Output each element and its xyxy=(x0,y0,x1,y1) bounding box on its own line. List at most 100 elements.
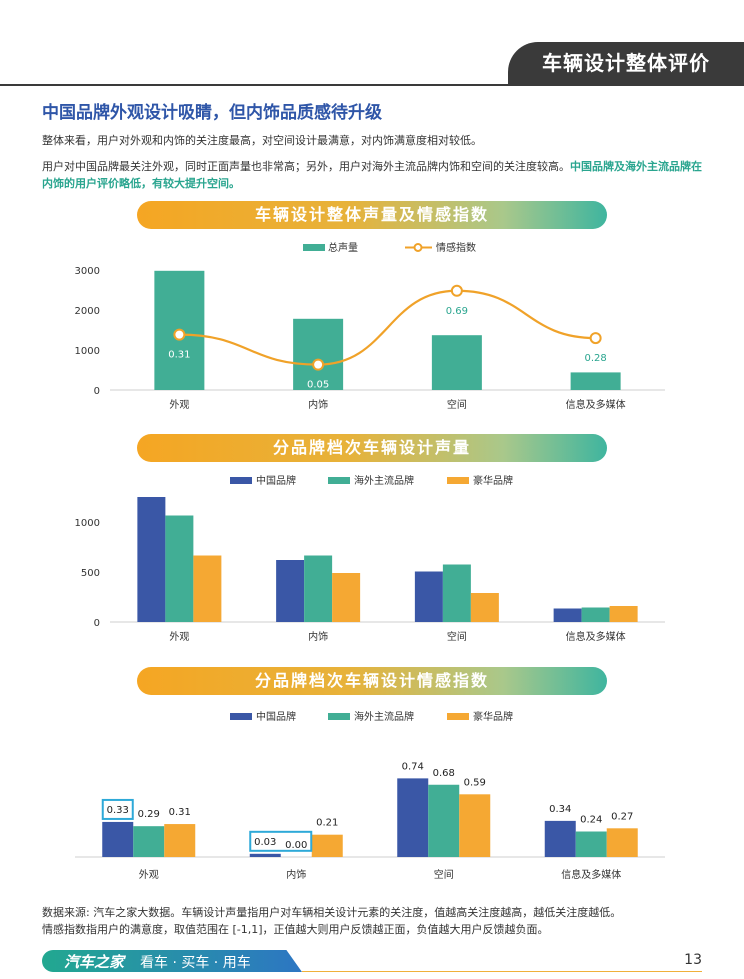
legend-luxury-brand-label: 豪华品牌 xyxy=(473,710,513,723)
section-title: 中国品牌外观设计吸睛，但内饰品质感待升级 xyxy=(42,103,382,123)
highlight-box xyxy=(249,830,313,852)
y-tick-label: 1000 xyxy=(75,346,100,357)
footer-brand-bar xyxy=(42,950,302,972)
data-label-sentiment: 0.31 xyxy=(168,350,190,361)
bar-overseas-mainstream xyxy=(428,784,460,857)
y-tick-label: 0 xyxy=(94,386,100,397)
bar-china-brand xyxy=(544,820,576,857)
x-tick-label: 外观 xyxy=(169,631,189,643)
source-line-2: 情感指数指用户的满意度，取值范围在 [-1,1]，正值越大则用户反馈越正面，负值… xyxy=(42,923,549,936)
bar-china-brand xyxy=(553,608,582,622)
data-label-sentiment: 0.69 xyxy=(446,306,468,317)
x-tick-label: 内饰 xyxy=(286,868,306,881)
bar-luxury-brand xyxy=(609,606,638,622)
bar-overseas-mainstream xyxy=(442,564,471,622)
bar-china-brand xyxy=(249,853,281,857)
data-label: 0.74 xyxy=(402,761,424,772)
bar-luxury-brand xyxy=(193,555,222,622)
bar-china-brand xyxy=(397,778,429,857)
chart1-title: 车辆设计整体声量及情感指数 xyxy=(137,201,607,229)
bar-luxury-brand xyxy=(164,824,196,857)
chart-brand-tier-sentiment: 中国品牌 海外主流品牌 豪华品牌 0.33 0.29 0.31 外观 0.03 0.00 0.21… xyxy=(75,710,665,881)
legend-overseas-mainstream-label: 海外主流品牌 xyxy=(354,710,414,723)
x-tick-label: 外观 xyxy=(169,399,189,411)
legend-china-brand-swatch xyxy=(230,713,252,720)
x-tick-label: 内饰 xyxy=(308,398,328,411)
x-tick-label: 信息及多媒体 xyxy=(566,630,626,643)
chart-overall-volume-sentiment: 总声量 情感指数 0 1000 2000 3000 外观 内饰 空间 信息及多媒体 0.31 0.05… xyxy=(75,241,665,411)
legend-overseas-mainstream-swatch xyxy=(328,713,350,720)
page-number: 13 xyxy=(684,952,702,968)
x-tick-label: 信息及多媒体 xyxy=(566,398,626,411)
detail-paragraph: 用户对中国品牌最关注外观，同时正面声量也非常高；另外，用户对海外主流品牌内饰和空… xyxy=(42,158,707,192)
source-line-1: 数据来源: 汽车之家大数据。车辆设计声量指用户对车辆相关设计元素的关注度，值越高… xyxy=(42,906,622,919)
point-sentiment-index xyxy=(450,284,463,297)
legend-china-brand-swatch xyxy=(230,477,252,484)
data-label: 0.00 xyxy=(285,840,307,851)
bar-luxury-brand xyxy=(332,573,361,622)
bar-overseas-mainstream xyxy=(581,607,610,622)
data-label: 0.34 xyxy=(549,804,571,815)
bar-overseas-mainstream xyxy=(575,831,607,857)
detail-text: 用户对中国品牌最关注外观，同时正面声量也非常高；另外，用户对海外主流品牌内饰和空… xyxy=(42,160,570,173)
x-tick-label: 空间 xyxy=(434,868,454,881)
detail-highlight: 中国品牌及海外主流品牌在内饰的用户评价略低，有较大提升空间。 xyxy=(42,160,702,190)
y-tick-label: 3000 xyxy=(75,266,100,277)
legend-overseas-mainstream-swatch xyxy=(328,477,350,484)
point-sentiment-index xyxy=(173,328,186,341)
x-tick-label: 空间 xyxy=(447,630,467,643)
data-source-note: 数据来源: 汽车之家大数据。车辆设计声量指用户对车辆相关设计元素的关注度，值越高… xyxy=(42,904,712,938)
data-label: 0.03 xyxy=(254,837,276,848)
bar-luxury-brand xyxy=(459,794,491,857)
data-label: 0.33 xyxy=(107,805,129,816)
legend-china-brand-label: 中国品牌 xyxy=(256,710,296,723)
banner-rule xyxy=(0,84,744,86)
bar-china-brand xyxy=(276,560,305,622)
legend-label-sentiment: 情感指数 xyxy=(436,241,476,254)
bar-total-volume xyxy=(431,335,482,390)
footer-brand-logo: 汽车之家 xyxy=(64,953,125,971)
highlight-box xyxy=(101,798,134,820)
bar-overseas-mainstream xyxy=(304,555,333,622)
bar-luxury-brand xyxy=(311,834,343,857)
bar-china-brand xyxy=(102,821,134,857)
y-tick-label: 500 xyxy=(81,568,100,579)
legend-china-brand-label: 中国品牌 xyxy=(256,474,296,487)
bar-total-volume xyxy=(293,318,344,390)
data-label: 0.24 xyxy=(580,815,602,826)
data-label: 0.29 xyxy=(138,809,160,820)
x-tick-label: 空间 xyxy=(447,398,467,411)
bar-overseas-mainstream xyxy=(133,826,165,857)
legend-swatch-total-volume xyxy=(303,244,325,251)
chart2-title: 分品牌档次车辆设计声量 xyxy=(137,434,607,462)
x-tick-label: 外观 xyxy=(139,869,159,881)
footer-rule xyxy=(302,971,702,972)
summary-paragraph: 整体来看，用户对外观和内饰的关注度最高，对空间设计最满意，对内饰满意度相对较低。 xyxy=(42,134,482,147)
y-tick-label: 0 xyxy=(94,618,100,629)
line-sentiment-index xyxy=(179,289,596,366)
x-tick-label: 内饰 xyxy=(308,630,328,643)
data-label-sentiment: 0.28 xyxy=(584,353,606,364)
legend-marker-sentiment xyxy=(413,243,423,252)
bar-luxury-brand xyxy=(606,828,638,857)
data-label: 0.31 xyxy=(169,807,191,818)
page-banner: 车辆设计整体评价 xyxy=(508,42,744,84)
legend-luxury-brand-label: 豪华品牌 xyxy=(473,474,513,487)
bar-china-brand xyxy=(414,571,443,622)
bar-china-brand xyxy=(137,497,166,622)
data-label-sentiment: 0.05 xyxy=(307,380,329,391)
data-label: 0.27 xyxy=(611,811,633,822)
bar-overseas-mainstream xyxy=(165,515,194,622)
footer-slogan: 看车 · 买车 · 用车 xyxy=(140,955,251,971)
chart-brand-tier-volume: 中国品牌 海外主流品牌 豪华品牌 0 500 1000 外观 内饰 空间 信息及多媒体 xyxy=(75,474,665,643)
bar-luxury-brand xyxy=(470,593,499,622)
legend-luxury-brand-swatch xyxy=(447,477,469,484)
legend-overseas-mainstream-label: 海外主流品牌 xyxy=(354,474,414,487)
y-tick-label: 2000 xyxy=(75,306,100,317)
data-label: 0.68 xyxy=(433,768,455,779)
bar-total-volume xyxy=(570,372,621,390)
point-sentiment-index xyxy=(589,332,602,345)
data-label: 0.59 xyxy=(464,777,486,788)
x-tick-label: 信息及多媒体 xyxy=(561,868,621,881)
legend-label-total-volume: 总声量 xyxy=(328,241,358,254)
